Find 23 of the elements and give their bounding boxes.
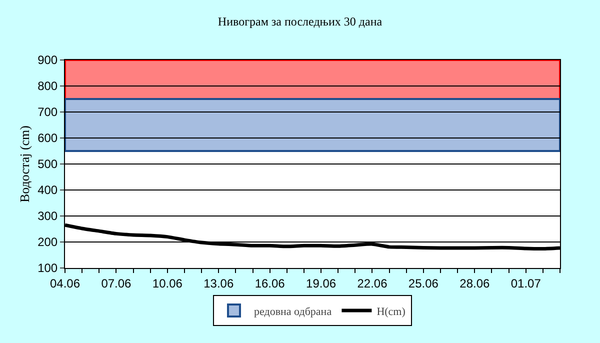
y-tick-label: 300 xyxy=(38,209,58,224)
x-tick-label: 16.06 xyxy=(254,276,286,290)
x-tick-label: 01.07 xyxy=(510,276,542,290)
y-axis-title: Водостај (cm) xyxy=(17,125,32,203)
x-tick-label: 04.06 xyxy=(50,276,80,290)
x-tick-label: 13.06 xyxy=(204,276,234,290)
x-tick-label: 10.06 xyxy=(152,276,183,290)
y-tick-label: 100 xyxy=(38,261,58,276)
y-tick-label: 700 xyxy=(38,105,58,120)
legend-label: редовна одбрана xyxy=(254,306,332,318)
y-tick-label: 200 xyxy=(38,235,58,250)
x-tick-label: 25.06 xyxy=(408,276,439,290)
legend-label: H(cm) xyxy=(376,306,406,318)
y-tick-label: 800 xyxy=(38,79,58,94)
x-tick-label: 19.06 xyxy=(306,276,336,290)
x-tick-label: 22.06 xyxy=(357,276,388,290)
y-tick-label: 400 xyxy=(38,183,58,198)
chart-title: Нивограм за последњих 30 дана xyxy=(218,14,383,29)
x-tick-label: 28.06 xyxy=(460,276,490,290)
y-tick-label: 500 xyxy=(38,157,58,172)
y-tick-label: 600 xyxy=(38,131,58,146)
x-tick-label: 07.06 xyxy=(101,276,132,290)
y-tick-label: 900 xyxy=(38,53,58,68)
